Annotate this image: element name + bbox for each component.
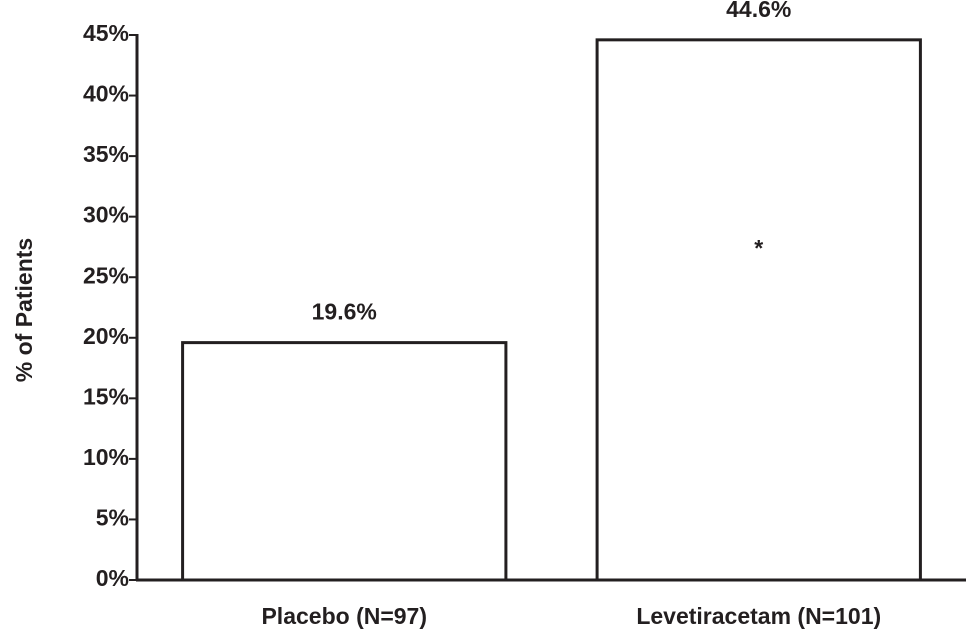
y-tick-label: 30% [83, 202, 129, 228]
y-tick-label: 20% [83, 323, 129, 349]
y-axis-label: % of Patients [11, 238, 37, 382]
y-tick-label: 45% [83, 20, 129, 46]
x-tick-label: Levetiracetam (N=101) [636, 603, 881, 629]
value-label: 44.6% [726, 0, 791, 22]
y-tick-label: 40% [83, 81, 129, 107]
y-tick-label: 5% [96, 505, 129, 531]
y-tick-label: 25% [83, 262, 129, 288]
bar [181, 341, 508, 582]
bar [595, 38, 922, 582]
y-tick-label: 10% [83, 444, 129, 470]
y-tick-label: 0% [96, 565, 129, 591]
y-tick-label: 15% [83, 383, 129, 409]
value-label: 19.6% [312, 299, 377, 325]
annotation: * [754, 235, 763, 261]
y-tick-label: 35% [83, 141, 129, 167]
x-tick-label: Placebo (N=97) [261, 603, 427, 629]
